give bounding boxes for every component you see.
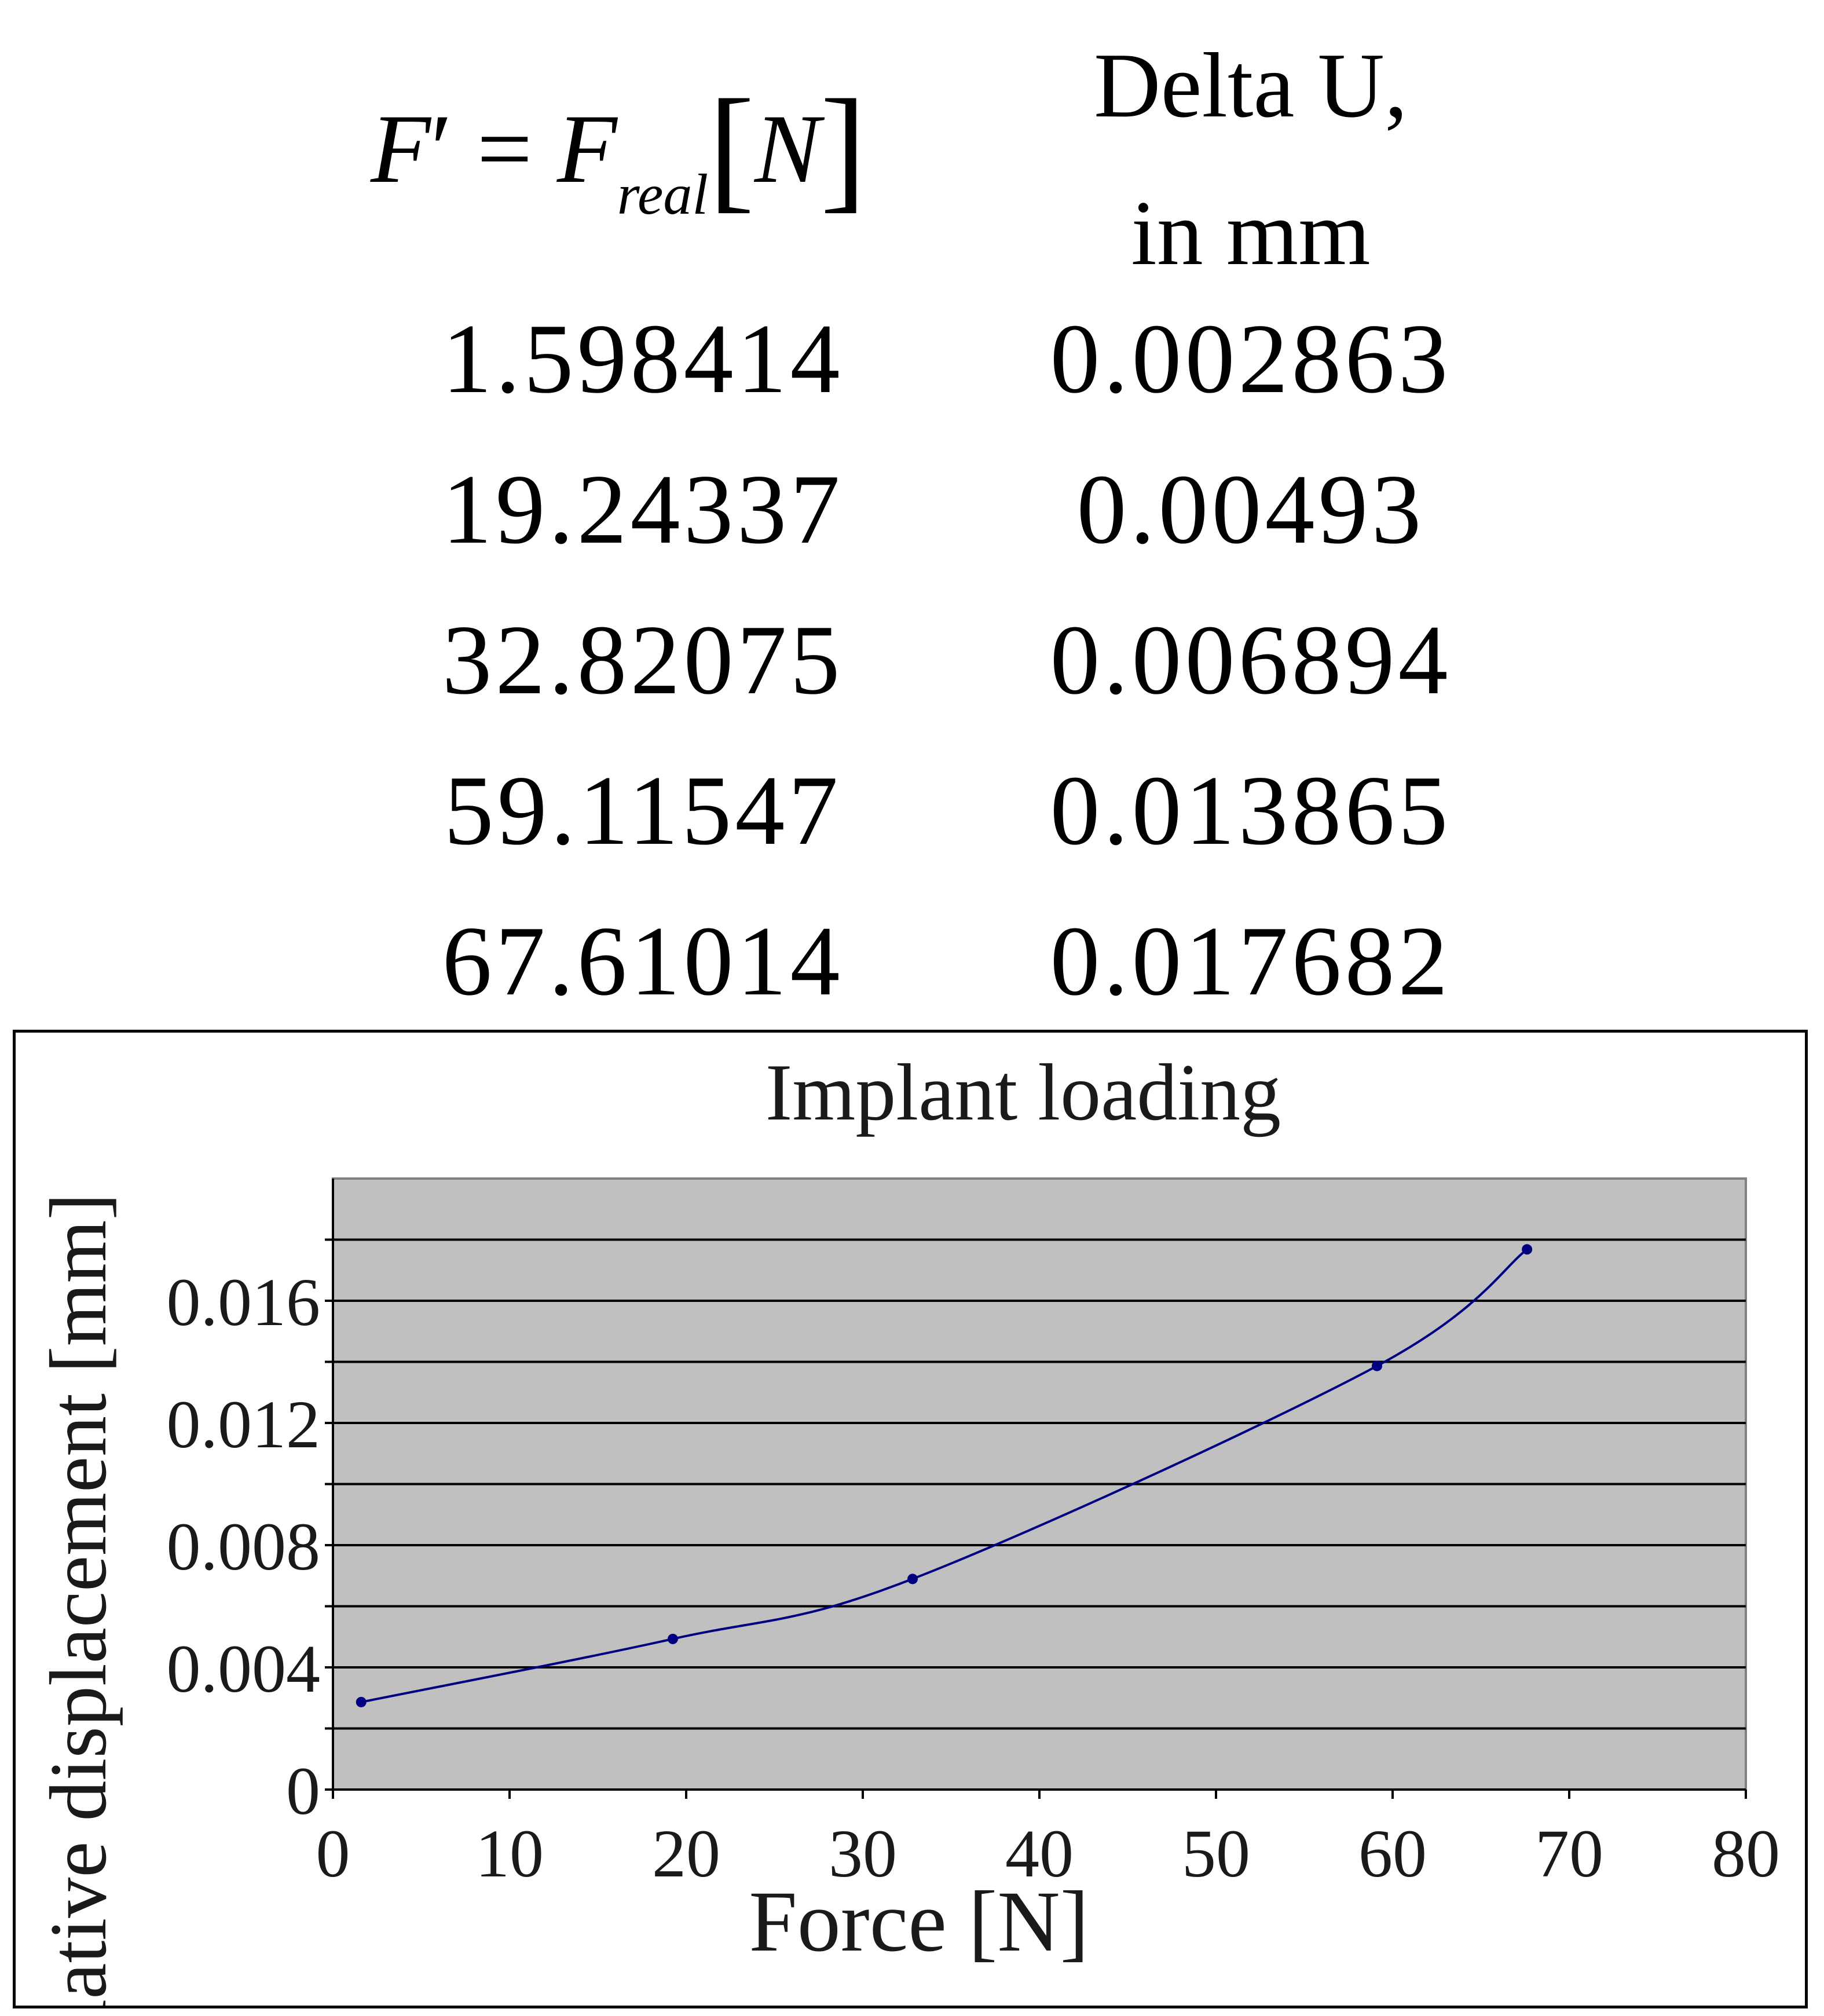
- table-row: 59.11547 0.013865: [0, 736, 1824, 886]
- formula-bracket-close: ]: [820, 71, 867, 225]
- x-tick-label: 0: [316, 1816, 350, 1891]
- table-row: 32.82075 0.006894: [0, 585, 1824, 736]
- x-tick-label: 40: [1005, 1816, 1074, 1891]
- data-point: [907, 1574, 918, 1585]
- x-tick-label: 50: [1182, 1816, 1250, 1891]
- y-tick-label: 0.004: [167, 1631, 321, 1707]
- implant-loading-chart: 0 10 20 30 40 50 60 70 80 0 0.004 0.008 0.012 0.016 I…: [34, 1048, 1780, 2006]
- data-point: [667, 1633, 678, 1644]
- delta-cell: 0.017682: [1050, 906, 1452, 1016]
- force-cell: 59.11547: [444, 756, 842, 866]
- force-cell: 32.82075: [442, 605, 844, 715]
- formula-unit: N: [754, 94, 821, 203]
- delta-header-line1: Delta U,: [1093, 34, 1408, 137]
- delta-header-line2: in mm: [1131, 181, 1371, 284]
- data-point: [1522, 1244, 1533, 1255]
- x-tick-label: 10: [475, 1816, 544, 1891]
- formula-f-real: F: [556, 94, 617, 203]
- formula-f: F: [371, 94, 431, 203]
- delta-cell: 0.002863: [1050, 304, 1452, 414]
- y-tick-label: 0.012: [167, 1386, 321, 1462]
- y-tick-label: 0.008: [167, 1509, 321, 1585]
- x-tick-label: 70: [1535, 1816, 1603, 1891]
- chart-frame: 0 10 20 30 40 50 60 70 80 0 0.004 0.008 0.012 0.016 I…: [13, 1030, 1808, 2008]
- delta-cell: 0.006894: [1050, 605, 1452, 715]
- delta-column-header: Delta U, in mm: [1008, 12, 1494, 307]
- formula-subscript-real: real: [617, 162, 709, 226]
- delta-cell: 0.013865: [1050, 756, 1452, 866]
- force-cell: 67.61014: [442, 906, 844, 1016]
- formula-equals: =: [452, 94, 557, 203]
- x-tick-label: 20: [652, 1816, 720, 1891]
- y-axis-label: Relative displacement [mm]: [34, 1193, 123, 2006]
- table-row: 19.24337 0.00493: [0, 434, 1824, 585]
- data-point: [356, 1696, 367, 1707]
- formula-bracket-open: [: [708, 71, 755, 225]
- series-line: [361, 1248, 1528, 1703]
- x-axis-label: Force [N]: [749, 1874, 1089, 1970]
- formula-prime: ′: [430, 94, 453, 203]
- data-table: F′ = Freal[N] Delta U, in mm 1.598414 0.…: [0, 12, 1824, 1016]
- x-tick-label: 60: [1358, 1816, 1427, 1891]
- x-tick-label: 80: [1712, 1816, 1780, 1891]
- table-row: 67.61014 0.017682: [0, 886, 1824, 1037]
- table-row: 1.598414 0.002863: [0, 284, 1824, 434]
- data-point: [1372, 1360, 1383, 1371]
- force-cell: 1.598414: [442, 304, 844, 414]
- force-cell: 19.24337: [442, 455, 844, 565]
- chart-title: Implant loading: [766, 1048, 1281, 1137]
- delta-cell: 0.00493: [1076, 455, 1425, 565]
- y-tick-label: 0: [286, 1753, 320, 1829]
- y-tick-label: 0.016: [167, 1264, 321, 1340]
- x-tick-label: 30: [829, 1816, 897, 1891]
- force-column-header: F′ = Freal[N]: [371, 78, 938, 226]
